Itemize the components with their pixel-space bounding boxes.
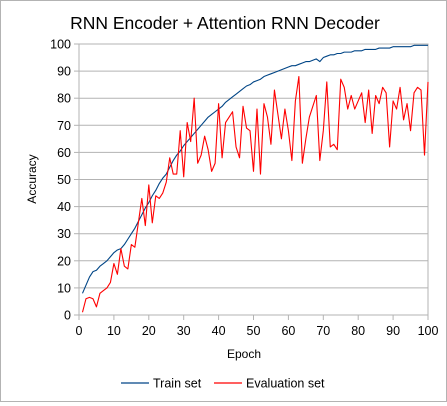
legend: Train set Evaluation set [121, 377, 325, 391]
x-tick-label: 20 [142, 324, 156, 338]
y-tick-label: 30 [57, 227, 71, 241]
x-tick-label: 10 [107, 324, 121, 338]
y-tick-label: 100 [50, 38, 71, 52]
plot-area-border [78, 43, 429, 316]
y-tick-label: 10 [57, 281, 71, 295]
x-tick-label: 40 [212, 324, 226, 338]
x-tick-label: 0 [76, 324, 83, 338]
y-tick-label: 70 [57, 119, 71, 133]
y-axis-title: Accuracy [25, 154, 39, 203]
y-tick-label: 20 [57, 254, 71, 268]
y-tick-label: 60 [57, 146, 71, 160]
x-tick-label: 60 [281, 324, 295, 338]
grid-lines [74, 43, 429, 320]
x-tick-label: 50 [247, 324, 261, 338]
y-tick-label: 40 [57, 200, 71, 214]
y-tick-label: 50 [57, 173, 71, 187]
series-line-train-set [81, 44, 428, 294]
y-tick-label: 80 [57, 92, 71, 106]
x-tick-label: 30 [177, 324, 191, 338]
y-tick-label: 0 [64, 309, 71, 323]
legend-label-train-set: Train set [153, 377, 202, 391]
x-axis-title: Epoch [227, 347, 261, 361]
y-tick-label: 90 [57, 65, 71, 79]
x-tick-label: 70 [316, 324, 330, 338]
x-tick-label: 80 [351, 324, 365, 338]
y-axis-tick-labels: 0 10 20 30 40 50 60 70 80 90 100 [50, 38, 71, 323]
legend-label-evaluation-set: Evaluation set [246, 377, 325, 391]
chart-title: RNN Encoder + Attention RNN Decoder [70, 13, 380, 33]
x-axis-tick-labels: 0 10 20 30 40 50 60 70 80 90 100 [76, 324, 439, 338]
series-lines [81, 44, 429, 313]
series-line-evaluation-set [81, 75, 429, 313]
x-tick-label: 100 [418, 324, 439, 338]
x-tick-label: 90 [386, 324, 400, 338]
